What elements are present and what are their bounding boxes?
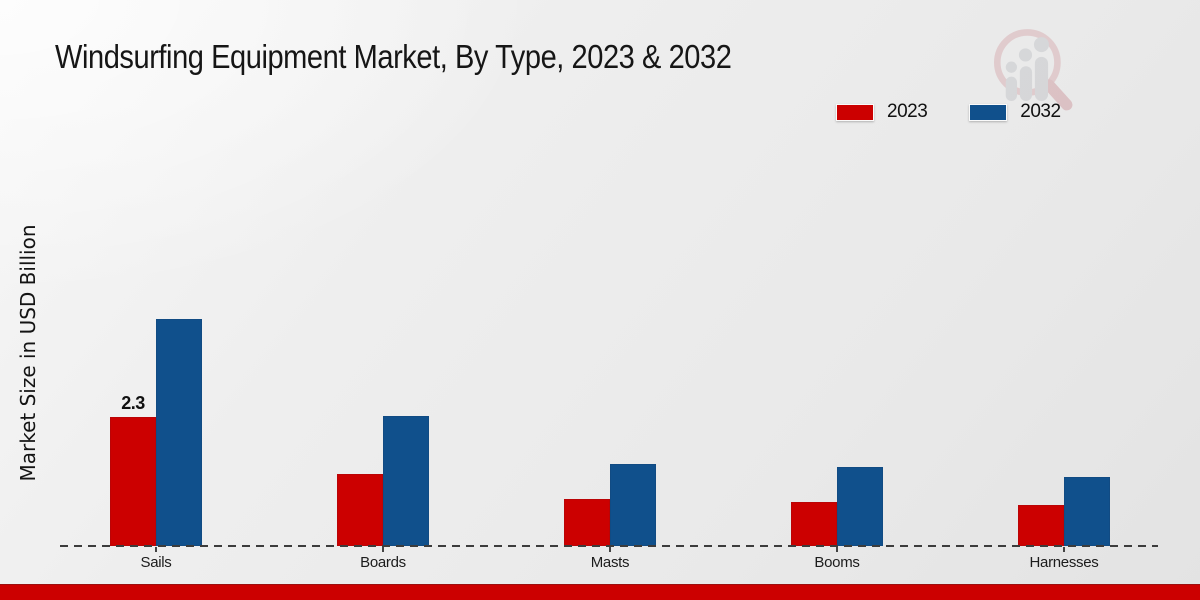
legend-swatch-2032	[969, 103, 1008, 121]
category-label-harnesses: Harnesses	[1029, 554, 1099, 571]
bar-2032-sails	[156, 319, 202, 546]
data-label-2023-sails: 2.3	[121, 393, 145, 413]
legend-swatch-2023	[836, 103, 874, 121]
bar-2032-boards	[383, 416, 429, 546]
category-label-boards: Boards	[360, 554, 406, 571]
x-tick-boards	[382, 547, 384, 552]
bar-2032-harnesses	[1064, 477, 1110, 546]
chart-title: Windsurfing Equipment Market, By Type, 2…	[55, 38, 732, 75]
legend-item-2032: 2032	[969, 101, 1061, 123]
bar-2023-booms	[791, 502, 837, 546]
x-tick-booms	[836, 547, 838, 552]
legend-item-2023: 2023	[836, 101, 928, 123]
bar-2032-masts	[610, 464, 656, 546]
x-tick-harnesses	[1063, 547, 1065, 552]
category-label-booms: Booms	[814, 554, 860, 571]
bar-2023-sails	[110, 417, 156, 546]
bar-2023-masts	[564, 499, 610, 546]
legend: 2023 2032	[836, 101, 1061, 123]
category-label-sails: Sails	[140, 554, 172, 571]
footer-accent-bar	[0, 584, 1200, 600]
bar-2023-harnesses	[1018, 505, 1064, 546]
bar-chart-magnifier-logo-icon	[993, 29, 1073, 111]
bar-2023-boards	[337, 474, 383, 546]
x-tick-sails	[155, 547, 157, 552]
legend-label-2023: 2023	[887, 101, 928, 122]
category-label-masts: Masts	[590, 554, 630, 571]
x-axis-baseline	[60, 545, 1158, 547]
bar-2032-booms	[837, 467, 883, 546]
x-tick-masts	[609, 547, 611, 552]
legend-label-2032: 2032	[1020, 101, 1061, 122]
